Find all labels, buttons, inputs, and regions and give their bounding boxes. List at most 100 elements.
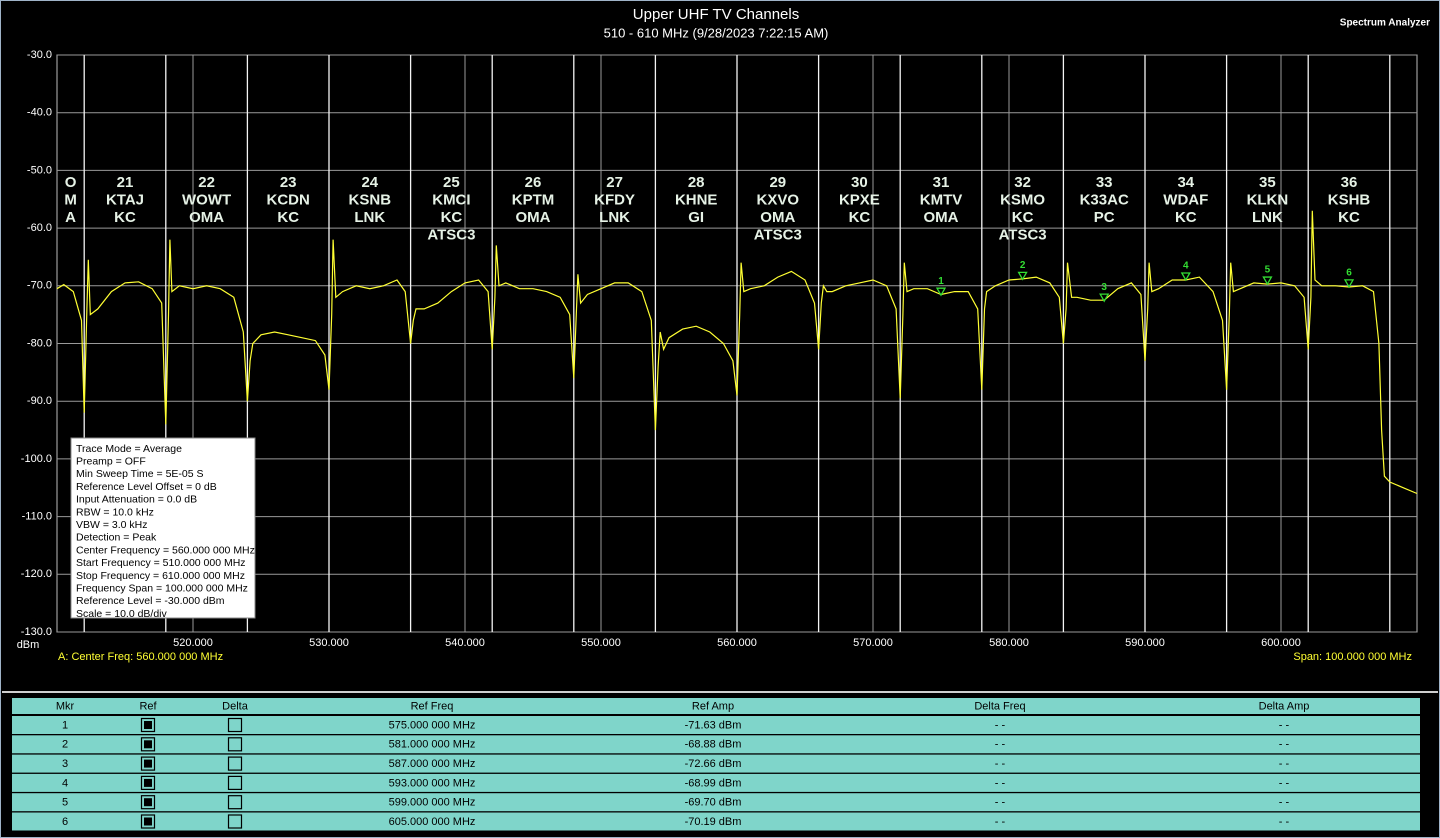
table-cell: -72.66 dBm (685, 758, 742, 770)
marker-label: 3 (1101, 282, 1107, 293)
y-tick-label: -110.0 (22, 511, 52, 523)
y-tick-label: -120.0 (21, 568, 52, 580)
marker-label: 6 (1346, 268, 1352, 279)
channel-label: KC (114, 209, 136, 226)
table-cell: -68.99 dBm (685, 777, 742, 789)
table-row-bg (12, 812, 1420, 831)
marker-label: 1 (938, 276, 944, 287)
table-cell: 581.000 000 MHz (389, 739, 476, 751)
delta-checkbox (227, 814, 243, 829)
delta-checkbox (227, 756, 243, 771)
channel-label: 32 (1014, 174, 1031, 191)
x-tick-label: 580.000 (989, 637, 1029, 649)
channel-label: KC (1175, 209, 1197, 226)
channel-label: A (65, 209, 76, 226)
channel-label: OMA (924, 209, 959, 226)
table-header: Mkr (56, 700, 75, 712)
channel-label: 23 (280, 174, 297, 191)
settings-line: VBW = 3.0 kHz (76, 519, 147, 531)
chart-subtitle: 510 - 610 MHz (9/28/2023 7:22:15 AM) (604, 25, 829, 40)
channel-label: 29 (769, 174, 786, 191)
table-row-bg (12, 716, 1420, 734)
center-freq-label: A: Center Freq: 560.000 000 MHz (58, 651, 223, 663)
table-header-bg (12, 698, 1420, 714)
channel-label: 24 (361, 174, 378, 191)
marker-triangle (1099, 293, 1110, 303)
channel-label: WDAF (1163, 191, 1208, 208)
app-label: Spectrum Analyzer (1340, 18, 1430, 29)
table-cell: -71.63 dBm (685, 719, 742, 731)
table-cell: - - (995, 739, 1006, 751)
table-cell: 587.000 000 MHz (389, 758, 476, 770)
channel-label: KMTV (920, 191, 963, 208)
span-label: Span: 100.000 000 MHz (1293, 651, 1412, 663)
channel-label: KC (1338, 209, 1360, 226)
marker-triangle (1262, 276, 1273, 286)
channel-label: KC (277, 209, 299, 226)
channel-label: GI (688, 209, 704, 226)
table-cell: 1 (62, 719, 68, 731)
marker-label: 4 (1183, 261, 1189, 272)
settings-line: Start Frequency = 510.000 000 MHz (76, 557, 246, 569)
x-tick-label: 530.000 (309, 637, 349, 649)
table-cell: - - (995, 816, 1006, 828)
ref-checkbox-fill (144, 817, 152, 826)
channel-label: 31 (933, 174, 950, 191)
table-cell: - - (995, 719, 1006, 731)
table-cell: -69.70 dBm (685, 797, 742, 809)
channel-label: 35 (1259, 174, 1276, 191)
table-row-bg (12, 773, 1420, 792)
channel-label: 27 (606, 174, 623, 191)
table-cell: - - (995, 758, 1006, 770)
settings-line: Center Frequency = 560.000 000 MHz (76, 544, 255, 556)
settings-line: Min Sweep Time = 5E-05 S (76, 468, 204, 480)
settings-line: Input Attenuation = 0.0 dB (76, 494, 197, 506)
table-row-bg (12, 735, 1420, 754)
table-header: Delta (222, 700, 249, 712)
channel-label: KXVO (757, 191, 800, 208)
channel-label: KC (849, 209, 871, 226)
channel-label: KMCI (432, 191, 470, 208)
channel-label: 33 (1096, 174, 1113, 191)
channel-label: OMA (189, 209, 224, 226)
table-cell: 6 (62, 816, 68, 828)
marker-triangle (1017, 271, 1028, 281)
settings-line: Stop Frequency = 610.000 000 MHz (76, 570, 245, 582)
channel-label: KSNB (349, 191, 392, 208)
ref-checkbox-fill (144, 778, 152, 787)
table-row-bg (12, 793, 1420, 812)
table-header: Ref Freq (411, 700, 454, 712)
marker-triangle (1343, 279, 1355, 289)
y-axis-unit: dBm (17, 639, 40, 651)
table-cell: 5 (62, 797, 68, 809)
channel-label: M (64, 191, 77, 208)
table-cell: 599.000 000 MHz (389, 797, 476, 809)
x-tick-label: 520.000 (173, 637, 213, 649)
table-cell: - - (995, 777, 1006, 789)
marker-label: 5 (1265, 265, 1271, 276)
settings-line: Scale = 10.0 dB/div (76, 608, 168, 620)
settings-line: Trace Mode = Average (76, 443, 182, 455)
chart-title: Upper UHF TV Channels (633, 6, 799, 23)
channel-label: LNK (1252, 209, 1283, 226)
y-tick-label: -60.0 (27, 222, 52, 234)
table-cell: - - (1279, 719, 1290, 731)
marker-table: Mkr Ref Delta Ref Freq Ref Amp Delta Freq Delt… (12, 698, 1420, 831)
x-tick-label: 600.000 (1261, 637, 1301, 649)
table-cell: - - (1279, 739, 1290, 751)
channel-label: 21 (117, 174, 134, 191)
settings-line: Preamp = OFF (76, 455, 146, 467)
channel-label: 22 (198, 174, 215, 191)
channel-label: KCDN (267, 191, 310, 208)
table-cell: 4 (62, 777, 68, 789)
y-tick-label: -90.0 (27, 395, 52, 407)
channel-label: ATSC3 (999, 226, 1047, 243)
settings-line: Frequency Span = 100.000 000 MHz (76, 582, 248, 594)
x-tick-label: 570.000 (853, 637, 893, 649)
channel-label: KFDY (594, 191, 635, 208)
ref-checkbox-fill (144, 721, 152, 729)
table-cell: - - (1279, 777, 1290, 789)
table-cell: - - (1279, 816, 1290, 828)
channel-label: KPTM (512, 191, 555, 208)
